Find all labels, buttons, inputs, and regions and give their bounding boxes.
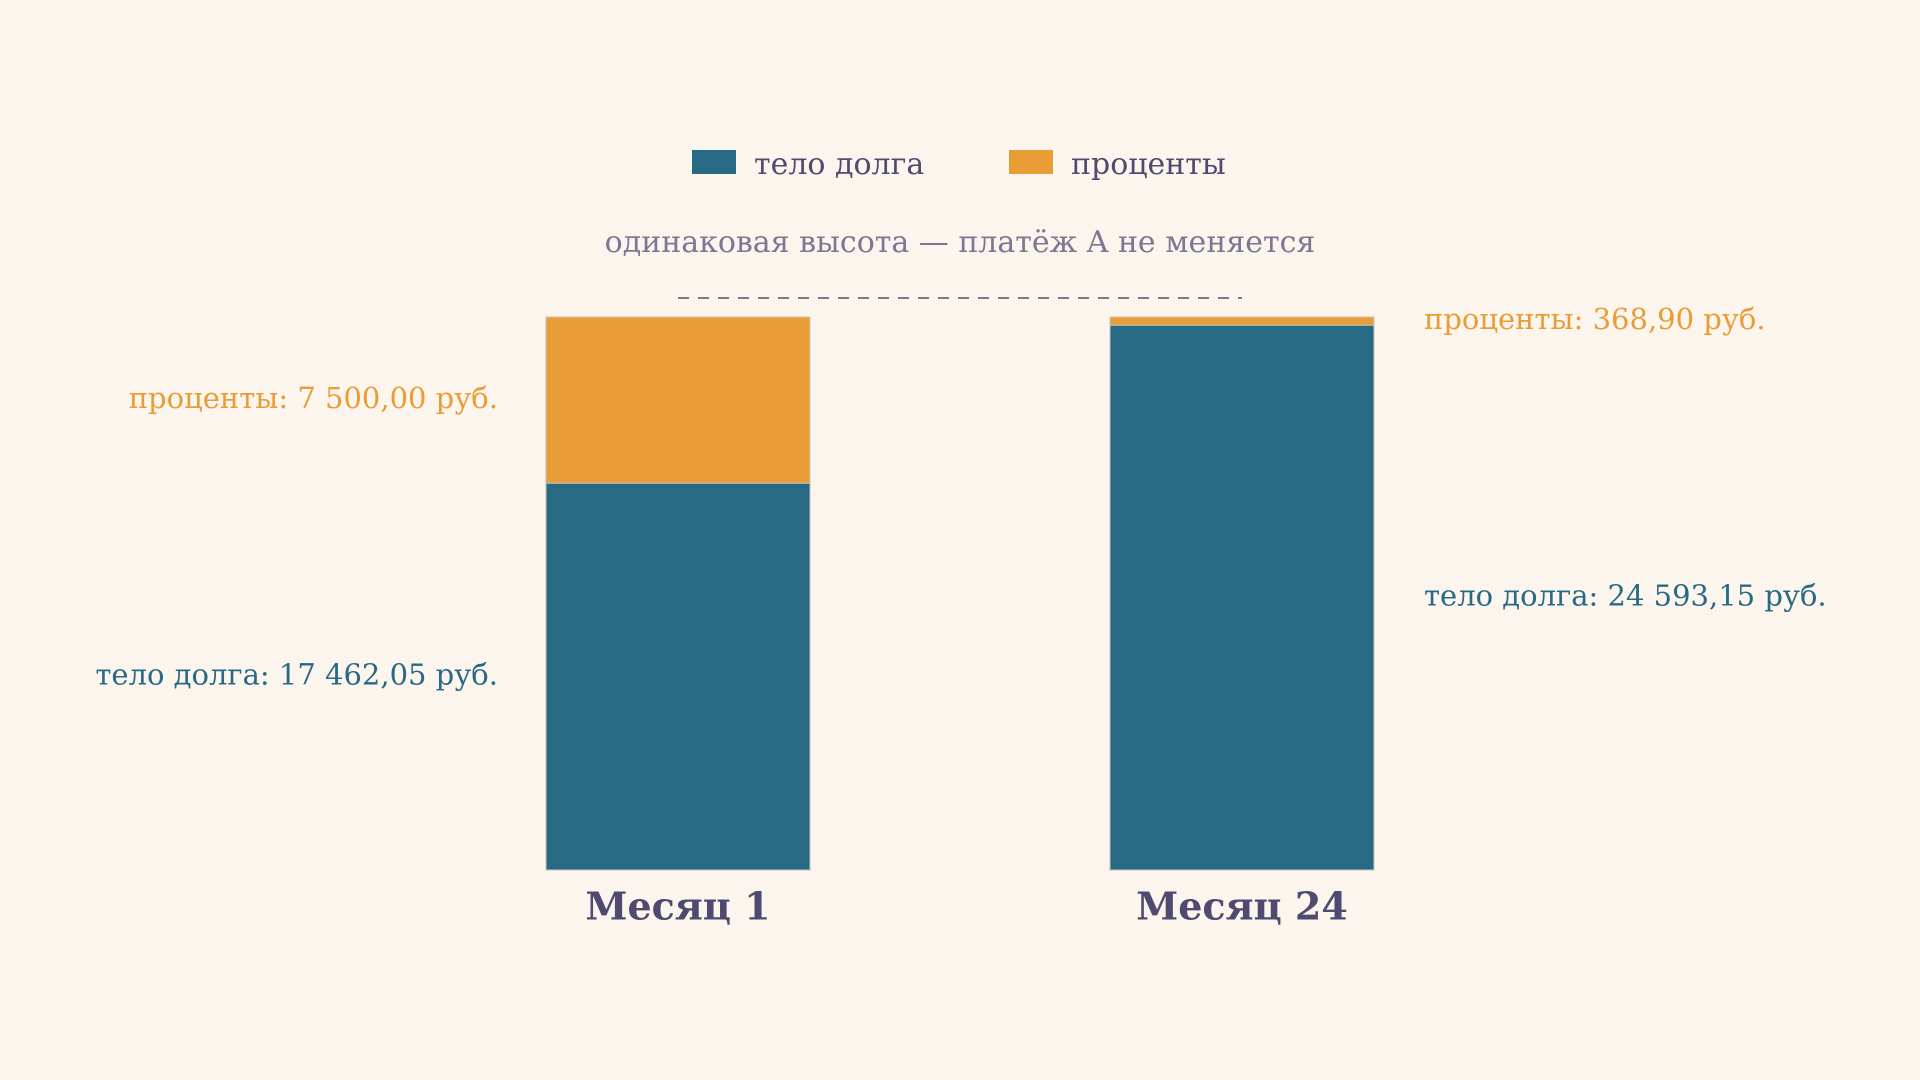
bar-2-interest-segment xyxy=(1109,316,1375,326)
legend-label-principal: тело долга xyxy=(754,147,924,182)
legend-swatch-interest xyxy=(1009,150,1053,174)
bar-1-interest-segment xyxy=(545,316,811,484)
bar-1-principal-segment xyxy=(545,482,811,871)
bar-2-principal-segment xyxy=(1109,324,1375,871)
bar-1-principal-label: тело долга: 17 462,05 руб. xyxy=(95,658,498,692)
bar-2-principal-label: тело долга: 24 593,15 руб. xyxy=(1424,579,1827,613)
legend: тело долга проценты xyxy=(692,147,1226,182)
same-height-annotation: одинаковая высота — платёж A не меняется xyxy=(605,225,1316,260)
category-label-month-1: Месяц 1 xyxy=(585,884,770,929)
category-label-month-24: Месяц 24 xyxy=(1136,884,1348,929)
bar-1-interest-label: проценты: 7 500,00 руб. xyxy=(129,381,498,415)
legend-label-interest: проценты xyxy=(1071,147,1226,182)
bars xyxy=(545,316,1375,871)
legend-swatch-principal xyxy=(692,150,736,174)
bar-2-interest-label: проценты: 368,90 руб. xyxy=(1424,302,1766,336)
